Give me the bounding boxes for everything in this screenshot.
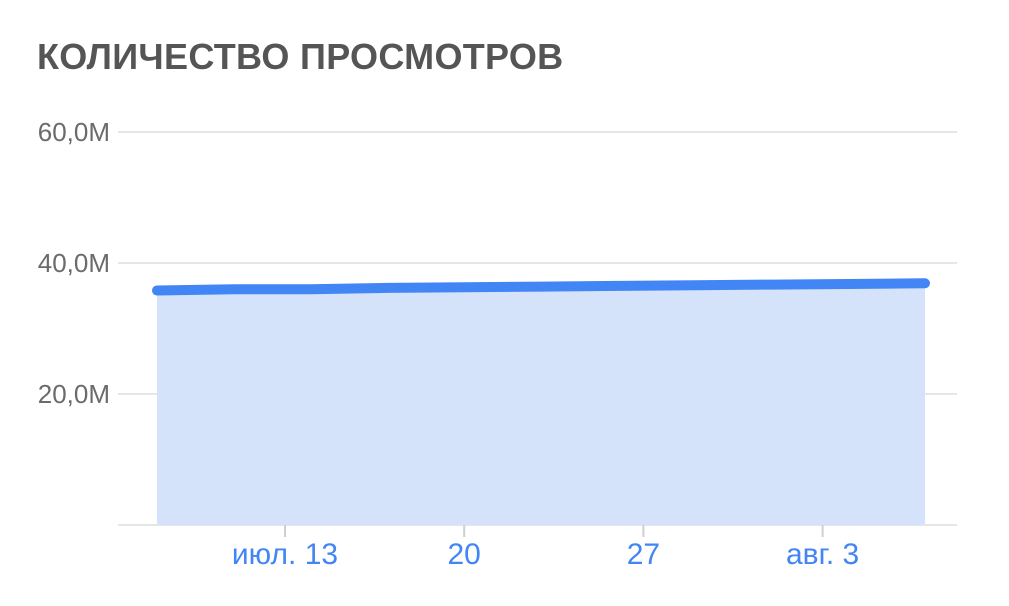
x-tick-label-0: июл. 13 [232, 538, 338, 571]
series-line [152, 278, 930, 296]
chart-title: КОЛИЧЕСТВО ПРОСМОТРОВ [37, 36, 564, 77]
y-tick-label-0: 20,0M [38, 379, 110, 409]
y-tick-label-1: 40,0M [38, 248, 110, 278]
y-tick-label-2: 60,0M [38, 117, 110, 147]
x-tick-label-1: 20 [448, 538, 481, 571]
x-tick-label-2: 27 [627, 538, 660, 571]
x-tick-label-3: авг. 3 [786, 538, 859, 571]
series-area [157, 283, 925, 525]
